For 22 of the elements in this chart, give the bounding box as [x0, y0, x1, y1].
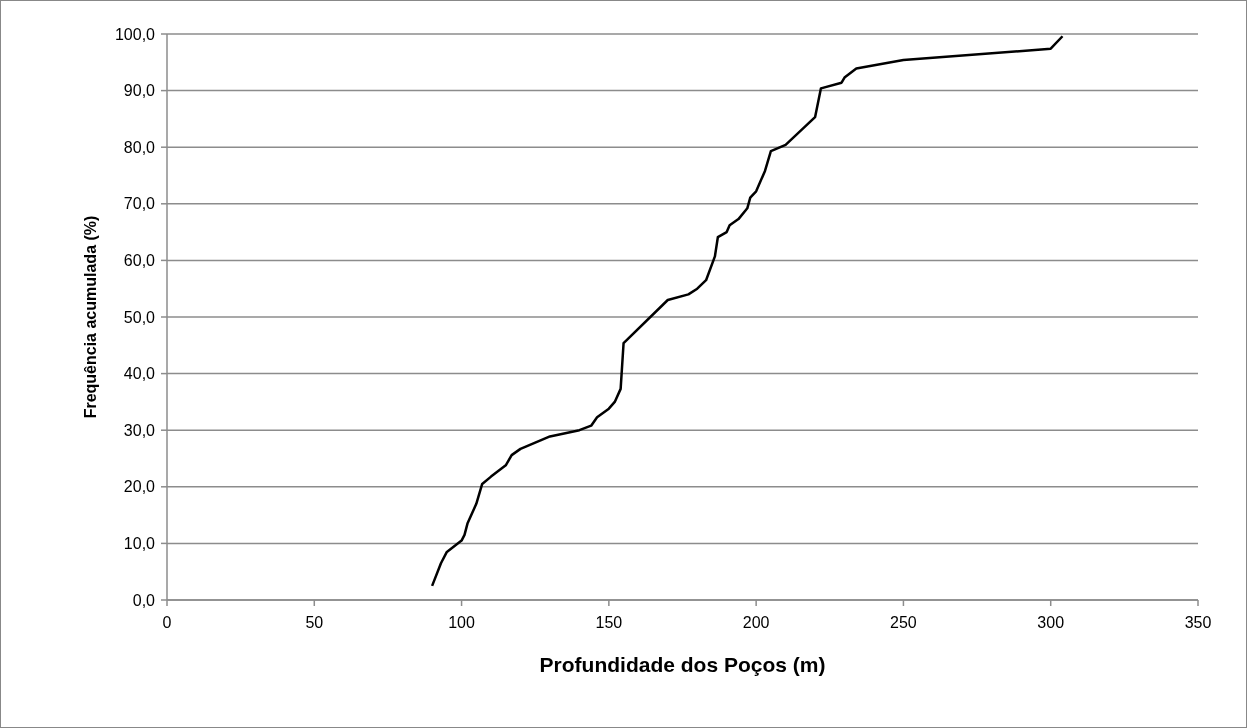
y-tick-label: 40,0 — [123, 365, 156, 383]
x-tick-label: 300 — [1037, 614, 1065, 631]
line-series — [430, 35, 1064, 588]
y-tick-label: 0,0 — [132, 591, 156, 609]
y-tick-label: 60,0 — [123, 252, 156, 269]
y-tick-label: 10,0 — [123, 535, 156, 552]
x-tick-label: 200 — [742, 614, 770, 631]
y-tick-label: 20,0 — [123, 478, 156, 496]
y-tick-label: 30,0 — [123, 421, 156, 439]
y-tick-label: 90,0 — [123, 82, 156, 100]
y-tick-label: 70,0 — [123, 195, 156, 213]
x-tick-label: 250 — [890, 614, 917, 631]
x-tick-label: 150 — [595, 614, 623, 631]
y-tick-label: 100,0 — [114, 25, 156, 43]
x-tick-label: 100 — [448, 614, 476, 631]
y-tick-label: 50,0 — [123, 308, 156, 326]
y-axis-title: Frequência acumulada (%) — [82, 215, 99, 419]
y-tick-label: 80,0 — [123, 138, 156, 156]
x-tick-label: 0 — [162, 614, 172, 631]
x-tick-label: 50 — [305, 614, 324, 631]
x-tick-label: 350 — [1184, 614, 1212, 631]
x-axis-title: Profundidade dos Poços (m) — [539, 653, 826, 676]
